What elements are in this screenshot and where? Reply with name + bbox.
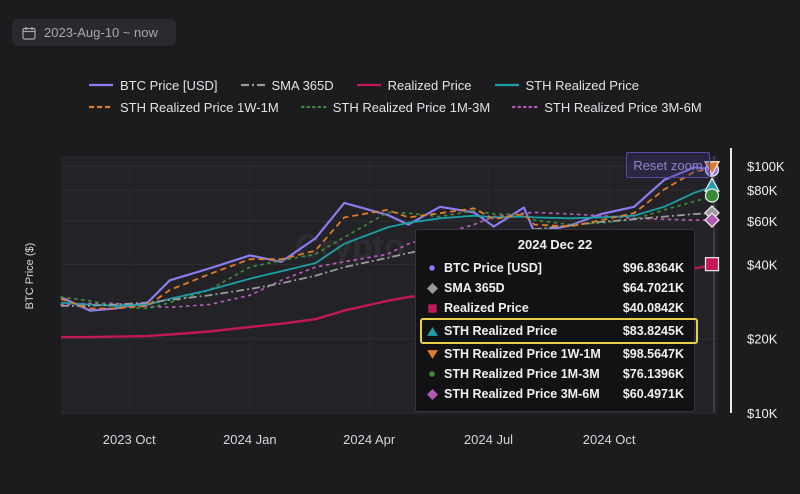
tooltip-row: STH Realized Price 1M-3M $76.1396K (426, 364, 684, 384)
tooltip-series-value: $98.5647K (622, 347, 684, 361)
tooltip-row: STH Realized Price 1W-1M $98.5647K (426, 344, 684, 364)
y-tick-label: $60K (747, 214, 778, 229)
chart-legend: BTC Price [USD] SMA 365D Realized Price STH… (88, 74, 768, 118)
reset-zoom-button[interactable]: Reset zoom (626, 152, 710, 178)
series-line (60, 194, 718, 310)
tooltip-series-name: STH Realized Price (444, 324, 558, 338)
triangle-up-marker-icon (426, 326, 438, 337)
tooltip-row: Realized Price $40.0842K (426, 298, 684, 318)
legend-label: STH Realized Price (525, 77, 639, 93)
dot-marker-icon (426, 369, 438, 379)
tooltip-row: STH Realized Price 3M-6M $60.4971K (426, 384, 684, 404)
tooltip-series-name: STH Realized Price 1W-1M (444, 347, 601, 361)
calendar-icon (22, 26, 36, 40)
diamond-marker-icon (426, 388, 438, 400)
legend-label: BTC Price [USD] (120, 77, 218, 93)
tooltip-row: STH Realized Price $83.8245K (420, 318, 698, 344)
legend-item[interactable]: STH Realized Price 3M-6M (512, 100, 702, 115)
series-line (61, 212, 717, 307)
watermark: Crypto (295, 228, 405, 266)
tooltip-series-value: $83.8245K (622, 324, 684, 338)
legend-item[interactable]: STH Realized Price (494, 78, 639, 93)
series-end-marker[interactable] (704, 188, 720, 203)
legend-item[interactable]: STH Realized Price 1M-3M (300, 99, 491, 115)
series-end-marker[interactable] (703, 161, 721, 176)
y-tick-label: $100K (747, 159, 785, 174)
legend-item[interactable]: STH Realized Price 1W-1M (88, 100, 279, 115)
tooltip-series-value: $96.8364K (622, 261, 684, 275)
series-end-marker[interactable] (704, 257, 720, 272)
legend-item[interactable]: BTC Price [USD] (88, 78, 218, 93)
y-tick-label: $80K (747, 183, 778, 198)
legend-item[interactable]: SMA 365D (240, 78, 334, 93)
series-end-marker[interactable] (704, 212, 720, 228)
tooltip-series-value: $40.0842K (622, 301, 684, 315)
x-tick-label: 2024 Apr (343, 432, 396, 447)
y-axis-title: BTC Price ($) (24, 242, 36, 310)
legend-label: STH Realized Price 3M-6M (544, 99, 702, 115)
square-marker-icon (426, 303, 438, 314)
legend-swatch (356, 83, 381, 87)
tooltip-row: SMA 365D $64.7021K (426, 278, 684, 298)
tooltip-series-name: BTC Price [USD] (444, 261, 542, 275)
legend-swatch (300, 105, 327, 109)
series-line (60, 166, 717, 312)
x-tick-label: 2023 Oct (103, 432, 156, 447)
tooltip-series-name: STH Realized Price 3M-6M (444, 387, 600, 401)
legend-label: STH Realized Price 1W-1M (120, 99, 279, 115)
legend-label: STH Realized Price 1M-3M (332, 99, 491, 115)
tooltip-series-name: SMA 365D (444, 281, 505, 295)
tooltip-series-value: $60.4971K (622, 387, 684, 401)
tooltip-series-name: Realized Price (444, 301, 529, 315)
x-tick-label: 2024 Oct (583, 432, 636, 447)
legend-label: Realized Price (387, 77, 472, 93)
tooltip-series-value: $76.1396K (622, 367, 684, 381)
y-tick-label: $40K (747, 257, 778, 272)
date-range-label: 2023-Aug-10 ~ now (44, 25, 158, 40)
tooltip-row: BTC Price [USD] $96.8364K (426, 258, 684, 278)
x-tick-label: 2024 Jan (223, 432, 277, 447)
tooltip-date: 2024 Dec 22 (517, 237, 593, 252)
series-line (60, 166, 717, 310)
legend-swatch (512, 105, 539, 109)
x-tick-label: 2024 Jul (464, 432, 513, 447)
legend-swatch (494, 83, 519, 87)
legend-swatch (89, 83, 113, 87)
legend-swatch (89, 105, 113, 109)
legend-swatch (240, 83, 265, 87)
chart-tooltip: 2024 Dec 22 BTC Price [USD] $96.8364K SMA … (415, 229, 698, 412)
date-range-selector[interactable]: 2023-Aug-10 ~ now (12, 19, 176, 46)
diamond-marker-icon (426, 282, 438, 294)
tooltip-series-value: $64.7021K (622, 281, 684, 295)
y-tick-label: $20K (747, 332, 778, 347)
triangle-down-marker-icon (426, 349, 438, 360)
tooltip-series-name: STH Realized Price 1M-3M (444, 367, 600, 381)
legend-label: SMA 365D (271, 77, 334, 93)
y-tick-label: $10K (747, 406, 778, 421)
legend-item[interactable]: Realized Price (356, 78, 472, 93)
dot-marker-icon (426, 263, 438, 273)
legend-row: BTC Price [USD] SMA 365D Realized Price STH… (88, 74, 768, 96)
legend-row: STH Realized Price 1W-1M STH Realized Pri… (88, 96, 768, 118)
